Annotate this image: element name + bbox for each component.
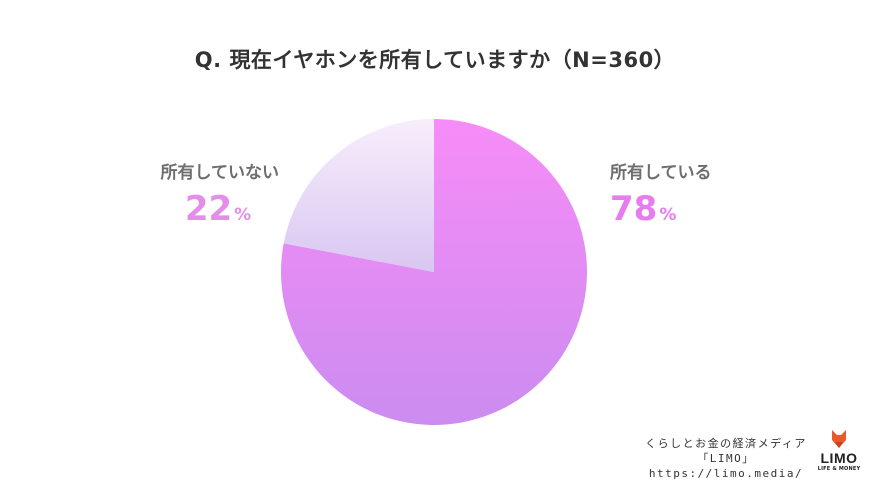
limo-logo: LIMO LIFE & MONEY bbox=[815, 428, 863, 478]
slice-name-not-owned: 所有していない bbox=[160, 163, 280, 183]
footer-url: https://limo.media/ bbox=[648, 467, 804, 480]
footer-brand: 「LIMO」 bbox=[697, 452, 755, 465]
chart-title: Q. 現在イヤホンを所有していますか（N=360） bbox=[194, 48, 676, 72]
slice-label-owned: 所有している 78% bbox=[610, 158, 712, 229]
pie-slice-not-owned bbox=[283, 119, 434, 272]
footer-tagline: くらしとお金の経済メディア bbox=[645, 437, 807, 450]
slice-value-owned: 78% bbox=[610, 189, 677, 229]
fox-logo-icon bbox=[832, 430, 846, 448]
slice-name-owned: 所有している bbox=[610, 163, 712, 183]
footer-credit: くらしとお金の経済メディア 「LIMO」 https://limo.media/ bbox=[640, 436, 812, 481]
slice-label-not-owned: 所有していない 22% bbox=[140, 158, 280, 229]
logo-tagline: LIFE & MONEY bbox=[817, 466, 861, 472]
slice-value-not-owned: 22% bbox=[184, 189, 252, 229]
logo-wordmark: LIMO bbox=[820, 450, 858, 466]
